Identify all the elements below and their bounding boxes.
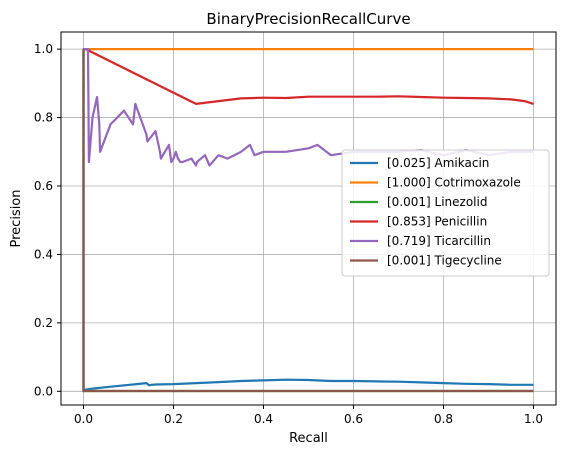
y-tick-label: 0.2 (34, 316, 53, 330)
series-line-tigecycline (82, 49, 534, 393)
legend: [0.025] Amikacin [1.000] Cotrimoxazole [0.… (341, 149, 550, 277)
plot-frame (60, 31, 557, 406)
series-line-amikacin (82, 49, 534, 393)
y-tick-label: 1.0 (34, 42, 53, 56)
y-tick-label: 0.6 (34, 179, 53, 193)
y-tick-label: 0.4 (34, 247, 53, 261)
x-tick-label: 0.2 (164, 412, 183, 426)
legend-label-cotrimoxazole: [1.000] Cotrimoxazole (387, 176, 521, 190)
legend-label-tigecycline: [0.001] Tigecycline (387, 254, 502, 268)
legend-label-amikacin: [0.025] Amikacin (387, 156, 489, 170)
axis-ticks: 0.0 0.2 0.4 0.6 0.8 1.0 0.0 0.2 0.4 0.6 0.8 1.0 (34, 42, 543, 426)
y-tick-label: 0.0 (34, 384, 53, 398)
legend-label-linezolid: [0.001] Linezolid (387, 195, 487, 209)
chart-title: BinaryPrecisionRecallCurve (206, 10, 410, 28)
series-lines (82, 47, 534, 393)
y-tick-label: 0.8 (34, 111, 53, 125)
legend-label-ticarcillin: [0.719] Ticarcillin (387, 234, 491, 248)
x-axis-title: Recall (289, 431, 328, 446)
x-tick-label: 0.6 (344, 412, 363, 426)
x-tick-label: 0.0 (74, 412, 93, 426)
x-tick-label: 1.0 (524, 412, 543, 426)
series-line-penicillin (83, 47, 534, 106)
legend-label-penicillin: [0.853] Penicillin (387, 215, 487, 229)
x-tick-label: 0.4 (254, 412, 273, 426)
legend-box (341, 149, 550, 277)
y-axis-title: Precision (9, 189, 24, 247)
x-tick-label: 0.8 (434, 412, 453, 426)
